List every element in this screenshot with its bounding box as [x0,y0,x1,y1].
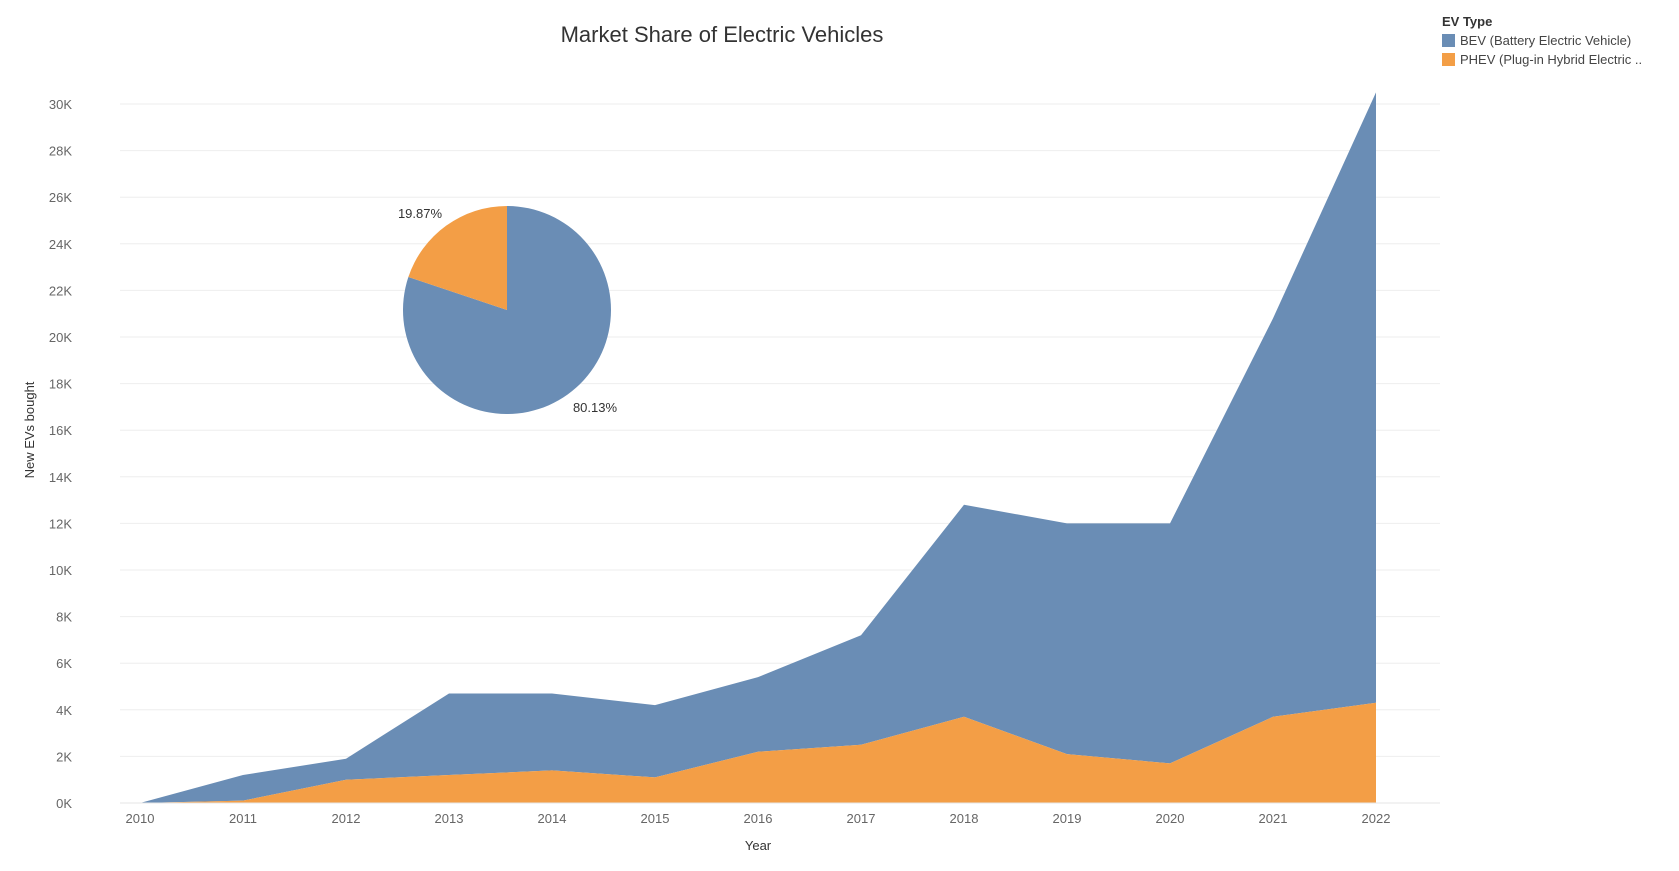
gridlines [120,103,1440,804]
x-tick-label: 2016 [744,811,773,826]
y-tick-label: 16K [49,423,72,438]
x-tick-label: 2022 [1362,811,1391,826]
y-axis-ticks: 0K 2K 4K 6K 8K 10K 12K 14K 16K 18K 20K 22K 24K 26K 28K… [49,97,72,811]
y-tick-label: 14K [49,470,72,485]
x-tick-label: 2011 [229,811,257,826]
area-bev [140,92,1376,804]
y-tick-label: 30K [49,97,72,112]
y-tick-label: 2K [56,749,72,764]
area-layers [120,92,1440,804]
legend-swatch-bev [1442,34,1455,47]
y-tick-label: 10K [49,563,72,578]
y-tick-label: 22K [49,283,72,298]
x-axis-title: Year [745,838,772,853]
y-tick-label: 26K [49,190,72,205]
y-axis-title: New EVs bought [22,381,37,478]
x-tick-label: 2012 [332,811,361,826]
legend-item-bev[interactable]: BEV (Battery Electric Vehicle) [1442,31,1679,50]
y-tick-label: 18K [49,377,72,392]
legend-label-phev: PHEV (Plug-in Hybrid Electric .. [1460,52,1643,67]
x-tick-label: 2018 [950,811,979,826]
x-tick-label: 2021 [1259,811,1288,826]
legend: EV Type BEV (Battery Electric Vehicle) P… [1442,14,1679,69]
pie-slice-phev [408,206,507,310]
pie-label-bev: 80.13% [573,400,618,415]
y-tick-label: 4K [56,703,72,718]
pie-slice-bev [402,206,611,414]
x-tick-label: 2010 [126,811,155,826]
x-tick-label: 2019 [1053,811,1082,826]
y-tick-label: 8K [56,610,72,625]
y-tick-label: 24K [49,237,72,252]
legend-item-phev[interactable]: PHEV (Plug-in Hybrid Electric .. [1442,50,1679,69]
x-tick-label: 2020 [1156,811,1185,826]
x-tick-label: 2017 [847,811,876,826]
legend-swatch-phev [1442,53,1455,66]
legend-label-bev: BEV (Battery Electric Vehicle) [1460,33,1632,48]
x-axis-ticks: 2010 2011 2012 2013 2014 2015 2016 2017 2018 2019… [126,811,1391,826]
chart-title: Market Share of Electric Vehicles [561,22,884,47]
x-tick-label: 2014 [538,811,567,826]
y-tick-label: 20K [49,330,72,345]
y-tick-label: 0K [56,796,72,811]
y-tick-label: 6K [56,656,72,671]
x-tick-label: 2015 [641,811,670,826]
area-phev [140,702,1376,803]
y-tick-label: 28K [49,144,72,159]
legend-title: EV Type [1442,14,1493,29]
x-tick-label: 2013 [435,811,464,826]
pie-chart: 80.13% 19.87% [398,206,618,415]
y-tick-label: 12K [49,516,72,531]
pie-label-phev: 19.87% [398,206,443,221]
